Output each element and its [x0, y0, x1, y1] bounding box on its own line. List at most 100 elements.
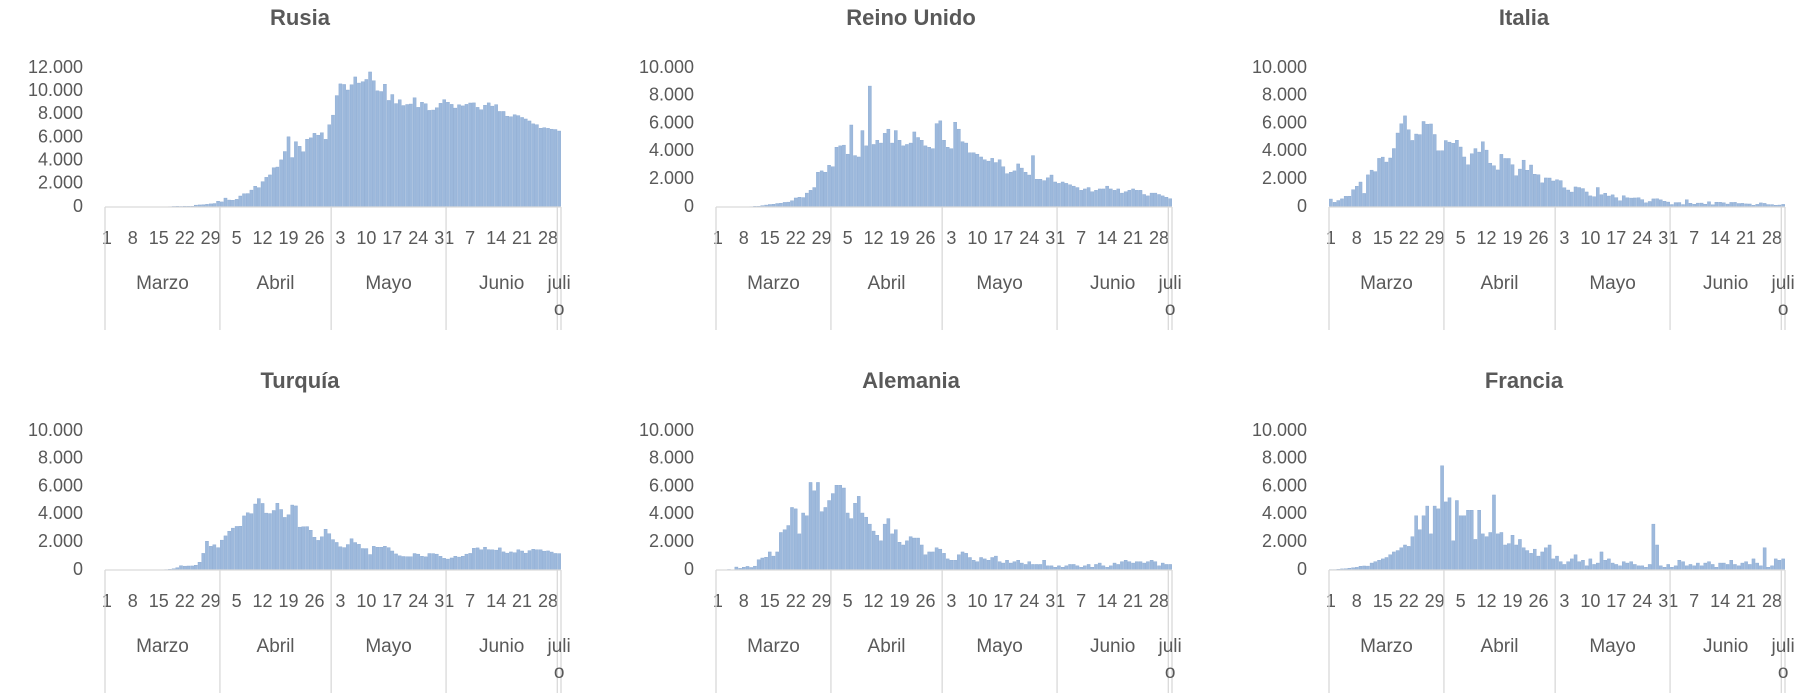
group-label-box: Marzo	[136, 636, 189, 657]
bar	[1369, 169, 1374, 208]
group-label-box: julio	[548, 636, 571, 683]
group-label-box: Marzo	[1360, 636, 1413, 657]
x-tick-label: 1	[713, 591, 723, 611]
bar	[472, 102, 476, 208]
bar	[283, 517, 287, 571]
bar	[1329, 198, 1333, 208]
bar	[1673, 202, 1678, 208]
bar	[231, 200, 235, 208]
bar	[994, 162, 998, 208]
bar	[1112, 562, 1117, 571]
bar	[1621, 195, 1626, 208]
bar	[1340, 198, 1344, 208]
bar	[1447, 497, 1452, 571]
bar	[1008, 172, 1013, 208]
bar	[1647, 564, 1652, 571]
group-label: Mayo	[365, 273, 412, 294]
bar	[509, 551, 513, 571]
bar	[934, 547, 939, 571]
bar	[990, 158, 994, 208]
bar	[1610, 562, 1615, 571]
x-tick-label: 14	[486, 228, 506, 248]
bar	[1655, 544, 1659, 571]
bar	[868, 85, 872, 208]
bar	[427, 110, 432, 208]
bar	[401, 556, 406, 571]
bar	[1458, 146, 1463, 208]
y-tick-label: 8.000	[649, 85, 694, 105]
chart-title: Reino Unido	[846, 5, 976, 30]
bar	[1072, 185, 1076, 208]
chart-panel: Rusia 0 2.000 4.000 6.000 8.000 10.000 12.000 1 8…	[28, 5, 571, 330]
bar	[234, 526, 239, 571]
group-label: Abril	[256, 273, 295, 294]
bar	[353, 76, 357, 208]
bar	[1094, 190, 1098, 208]
bar	[1086, 187, 1091, 208]
bar	[312, 537, 317, 571]
bar	[1558, 180, 1563, 208]
group-label-box: Mayo	[1589, 273, 1635, 294]
bar	[227, 531, 231, 571]
bar	[953, 122, 957, 208]
y-tick-label: 6.000	[649, 112, 694, 132]
bar	[1584, 191, 1589, 208]
bar	[1388, 554, 1392, 571]
bar	[490, 549, 495, 571]
x-tick-label: 12	[1477, 591, 1497, 611]
bar	[1603, 560, 1607, 571]
bar	[475, 547, 480, 571]
bar	[1610, 194, 1615, 208]
bar	[1521, 547, 1526, 571]
chart-title: Rusia	[270, 5, 331, 30]
bar	[1596, 187, 1600, 208]
bar	[264, 177, 269, 208]
bar	[1005, 560, 1009, 571]
bar	[205, 541, 209, 571]
bar	[882, 133, 887, 208]
bar	[553, 129, 558, 208]
x-tick-label: 12	[1477, 228, 1497, 248]
group-label: julio	[1771, 273, 1795, 320]
y-tick-label: 4.000	[1262, 503, 1307, 523]
x-tick-label: 14	[1097, 228, 1117, 248]
bar	[986, 160, 991, 208]
bar	[220, 539, 224, 571]
bar	[1094, 564, 1098, 571]
y-tick-label: 10.000	[28, 420, 83, 440]
bar	[1068, 564, 1072, 571]
bar	[260, 181, 265, 208]
bar	[1168, 198, 1172, 208]
bar	[301, 526, 306, 571]
bar	[464, 104, 469, 208]
bar	[1462, 515, 1467, 571]
x-tick-label: 26	[915, 591, 935, 611]
bar	[782, 529, 787, 571]
group-label: Abril	[1480, 273, 1519, 294]
bar	[323, 528, 328, 571]
bar	[461, 105, 465, 208]
bar	[1351, 189, 1355, 208]
bar	[768, 551, 772, 571]
bar	[394, 553, 398, 571]
bar	[908, 142, 913, 208]
bar	[1399, 547, 1404, 571]
x-tick-label: 3	[335, 591, 345, 611]
bar	[1362, 193, 1366, 208]
bar	[1384, 161, 1389, 208]
bar	[1570, 191, 1574, 208]
y-tick-label: 6.000	[38, 475, 83, 495]
y-tick-label: 6.000	[38, 126, 83, 146]
bar	[1123, 560, 1128, 571]
bar	[1377, 158, 1381, 208]
bar	[905, 540, 909, 571]
bar	[1451, 540, 1455, 571]
bar	[1421, 515, 1426, 571]
bar	[1710, 564, 1715, 571]
y-tick-label: 6.000	[1262, 112, 1307, 132]
bar	[812, 187, 816, 208]
bar	[201, 553, 205, 571]
bar	[890, 142, 894, 208]
bar	[1034, 178, 1039, 208]
x-tick-label: 15	[760, 228, 780, 248]
